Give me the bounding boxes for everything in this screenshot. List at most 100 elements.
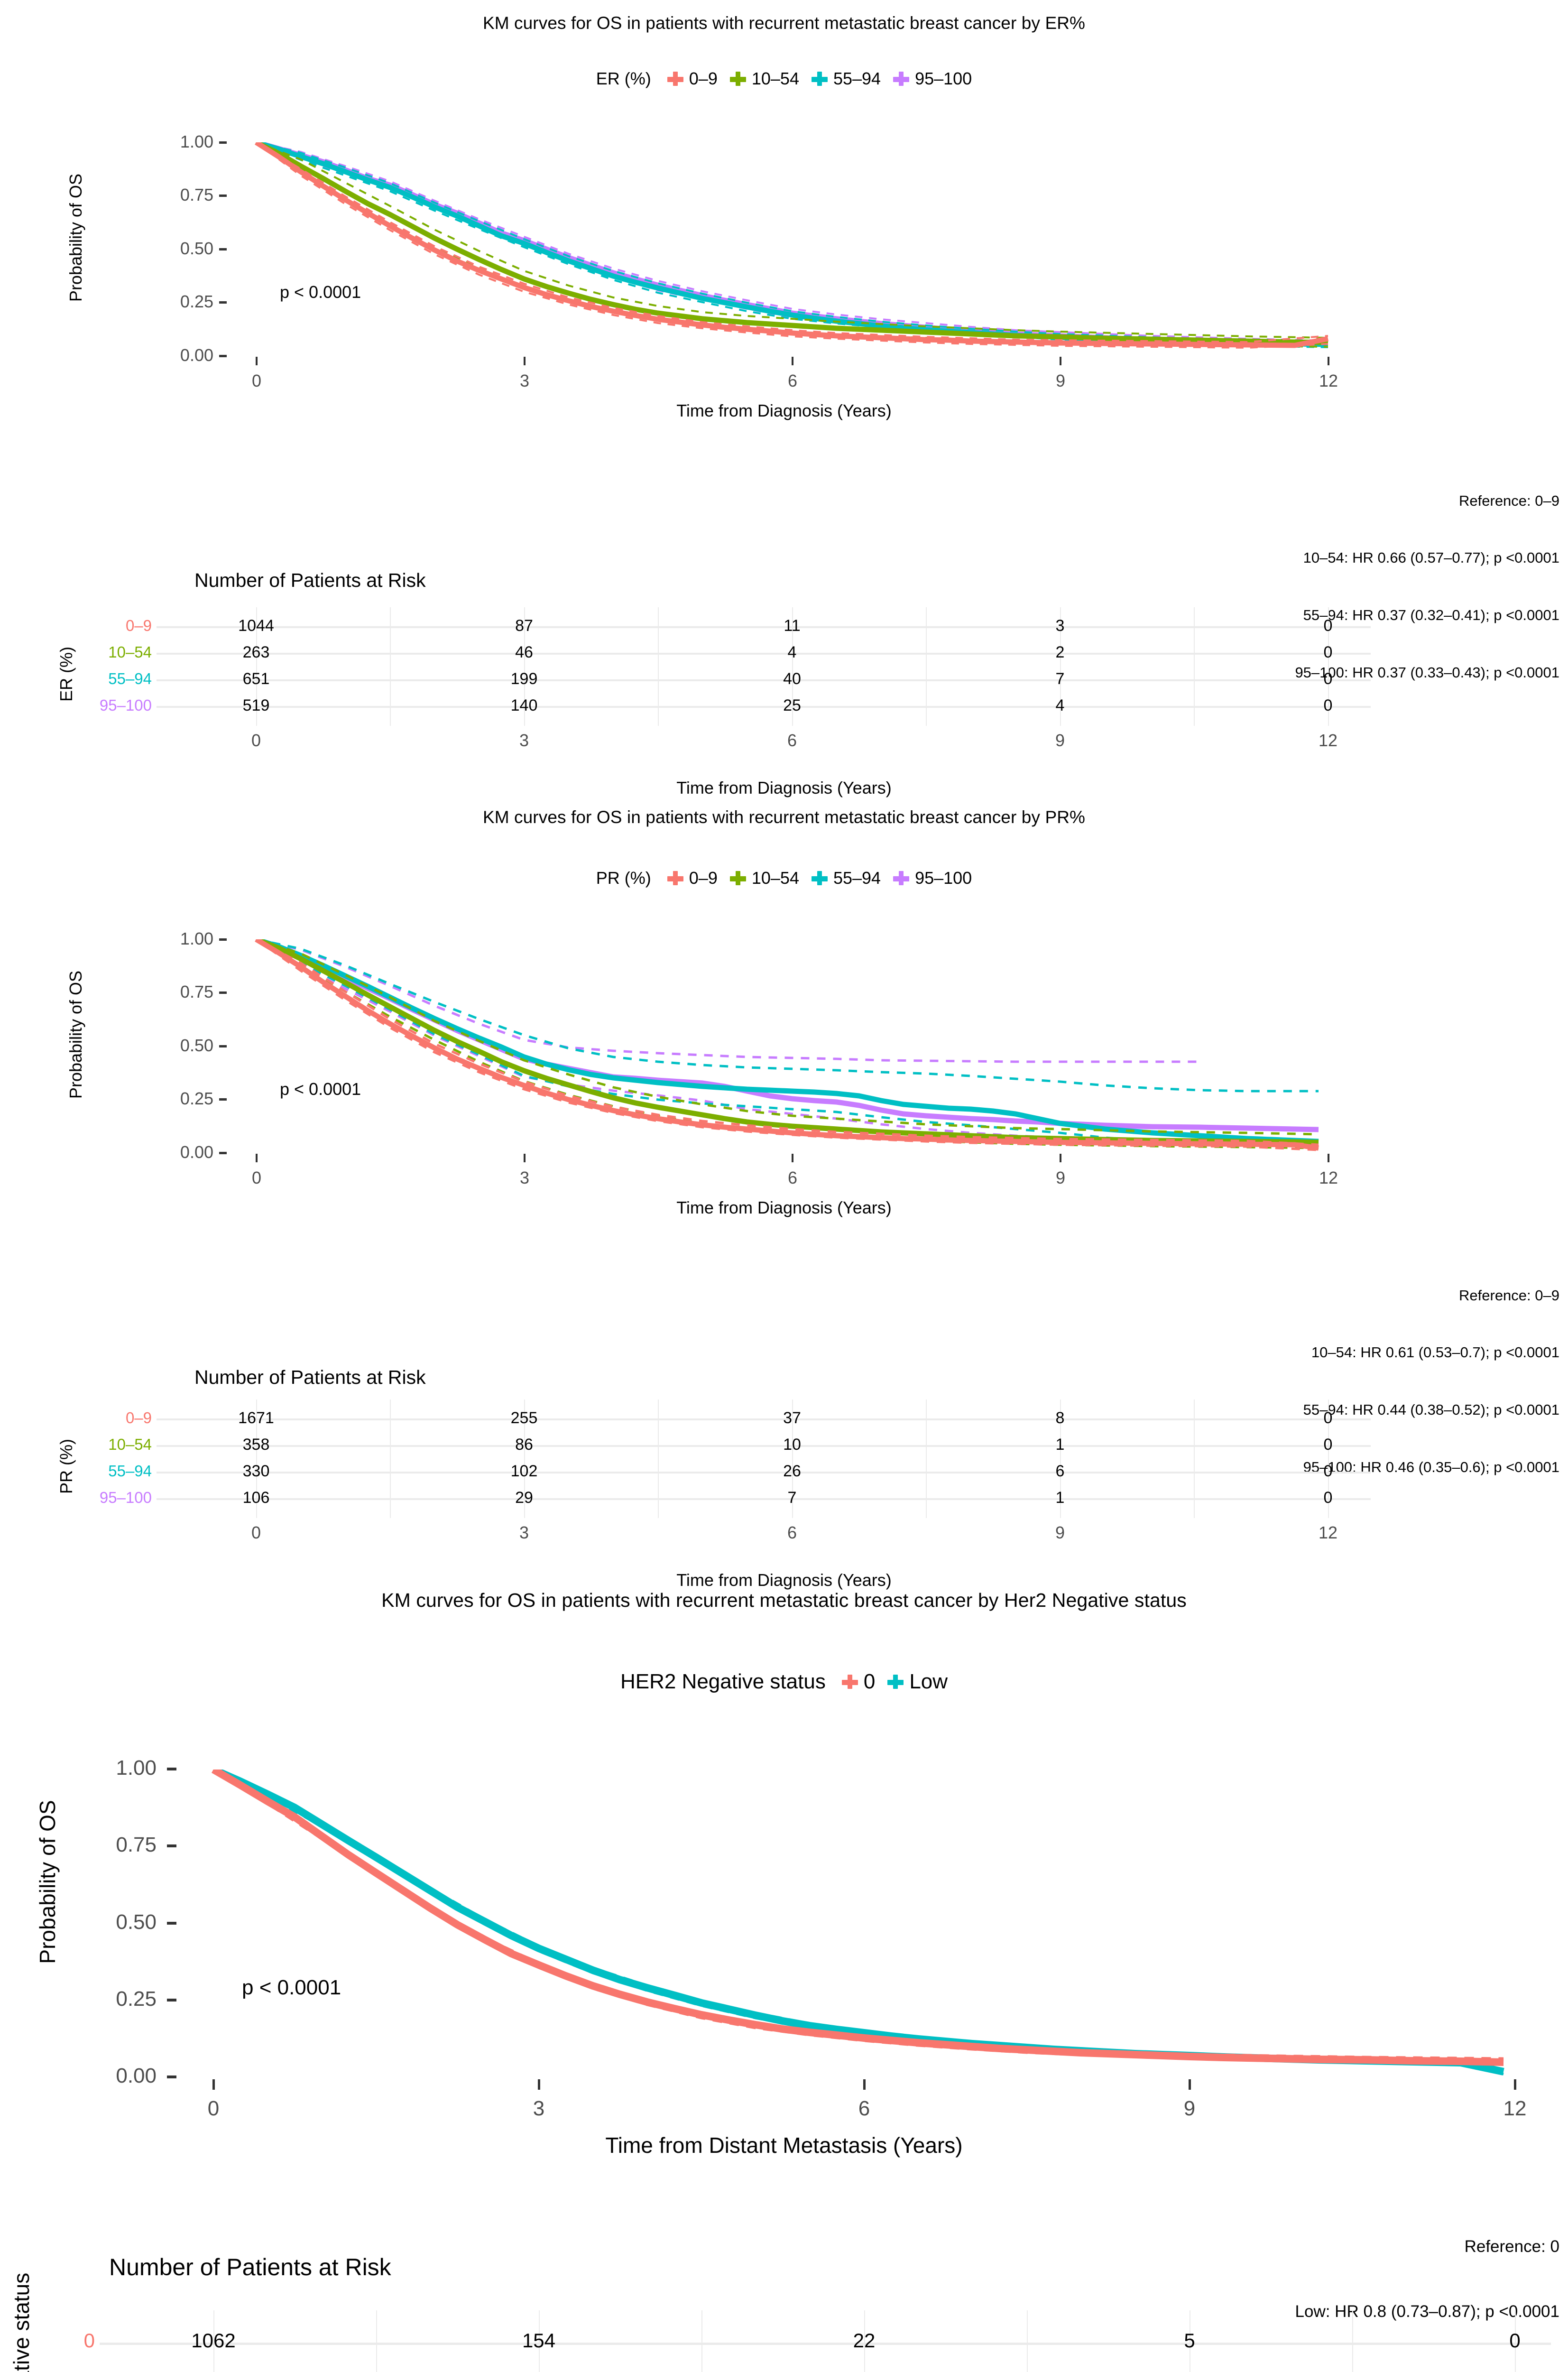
- y-tick: 0.25: [180, 292, 213, 311]
- risk-cell: 87: [515, 617, 533, 635]
- legend-item-pr-3[interactable]: 95–100: [893, 868, 972, 888]
- legend-label: 0–9: [689, 868, 718, 888]
- hr-reference: Reference: 0–9: [1459, 1287, 1559, 1304]
- legend-item-er-1[interactable]: 10–54: [729, 69, 799, 89]
- legend-item-pr-0[interactable]: 0–9: [667, 868, 718, 888]
- y-axis-label-her2: Probability of OS: [35, 1800, 60, 1964]
- row-band: [157, 1418, 1371, 1420]
- legend-label: 0–9: [689, 69, 718, 88]
- risk-cell: 1671: [238, 1409, 274, 1427]
- y-tick: 1.00: [180, 929, 213, 948]
- y-tick: 0.75: [180, 982, 213, 1001]
- gridline: [256, 1399, 257, 1518]
- risk-row-label: 10–54: [108, 643, 152, 661]
- risk-cell: 0: [1323, 1436, 1333, 1454]
- risk-cell: 11: [784, 617, 801, 635]
- legend-item-er-3[interactable]: 95–100: [893, 69, 972, 89]
- legend-cross-icon: [893, 871, 910, 885]
- risk-cell: 7: [787, 1489, 797, 1507]
- legend-label: 95–100: [915, 868, 972, 888]
- gridline: [658, 1399, 659, 1518]
- legend-cross-icon: [887, 1675, 904, 1689]
- gridline: [1194, 607, 1195, 726]
- legend-item-pr-2[interactable]: 55–94: [811, 868, 881, 888]
- legend-cross-icon: [811, 871, 828, 885]
- risk-cell: 154: [522, 2329, 556, 2352]
- legend-item-er-0[interactable]: 0–9: [667, 69, 718, 89]
- axis-tick: [167, 1999, 176, 2001]
- gridline: [1328, 1399, 1329, 1518]
- gridline: [390, 1399, 391, 1518]
- x-tick: 12: [1319, 1168, 1338, 1187]
- risk-cell: 46: [515, 643, 533, 661]
- axis-tick: [524, 357, 526, 365]
- gridline: [256, 607, 257, 726]
- legend-cross-icon: [667, 72, 683, 86]
- gridline: [864, 2310, 865, 2372]
- axis-tick: [167, 2076, 176, 2078]
- axis-tick: [1328, 1154, 1329, 1162]
- x-tick: 9: [1055, 1168, 1066, 1187]
- risk-x-tick: 3: [519, 731, 529, 750]
- y-tick: 0.75: [180, 185, 213, 204]
- axis-tick: [538, 2079, 540, 2090]
- risk-cell: 1: [1055, 1436, 1065, 1454]
- risk-x-tick: 12: [1318, 1523, 1338, 1542]
- axis-tick: [1060, 357, 1061, 365]
- risk-row-label: 0–9: [125, 1409, 152, 1427]
- legend-title-her2: HER2 Negative status: [620, 1670, 826, 1693]
- plot-area-pr: p < 0.0001: [228, 936, 1347, 1153]
- risk-cell: 1044: [238, 617, 274, 635]
- hr-stats-pr: Reference: 0–9 10–54: HR 0.61 (0.53–0.7)…: [1303, 1248, 1559, 1515]
- legend-item-her2-1[interactable]: Low: [887, 1670, 948, 1694]
- panel-pr-title: KM curves for OS in patients with recurr…: [482, 807, 1086, 827]
- p-value-er: p < 0.0001: [280, 282, 361, 302]
- legend-label: 55–94: [833, 69, 881, 88]
- legend-item-er-2[interactable]: 55–94: [811, 69, 881, 89]
- axis-tick: [1060, 1154, 1061, 1162]
- axis-tick: [863, 2079, 866, 2090]
- legend-cross-icon: [729, 72, 746, 86]
- gridline: [539, 2310, 540, 2372]
- axis-tick: [219, 1152, 227, 1154]
- x-tick: 3: [519, 371, 530, 390]
- legend-cross-icon: [729, 871, 746, 885]
- legend-cross-icon: [841, 1675, 858, 1689]
- p-value-pr: p < 0.0001: [280, 1079, 361, 1099]
- risk-x-tick: 6: [787, 1523, 797, 1542]
- risk-x-label-pr: Time from Diagnosis (Years): [676, 1570, 892, 1590]
- risk-cell: 2: [1055, 643, 1065, 661]
- row-band: [100, 2343, 1551, 2345]
- panel-er: KM curves for OS in patients with recurr…: [0, 0, 1568, 797]
- y-tick: 0.50: [180, 239, 213, 258]
- y-tick: 0.00: [180, 345, 213, 365]
- risk-cell: 106: [242, 1489, 270, 1507]
- risk-table-title-pr: Number of Patients at Risk: [194, 1366, 426, 1388]
- gridline: [376, 2310, 377, 2372]
- row-band: [157, 1445, 1371, 1447]
- risk-cell: 0: [1323, 617, 1333, 635]
- risk-x-label-er: Time from Diagnosis (Years): [676, 778, 892, 797]
- axis-tick: [1328, 357, 1329, 365]
- x-tick: 6: [787, 1168, 798, 1187]
- risk-row-label: 0: [83, 2329, 95, 2352]
- legend-cross-icon: [811, 72, 828, 86]
- risk-cell: 199: [510, 670, 538, 688]
- x-axis-label-her2: Time from Distant Metastasis (Years): [605, 2133, 963, 2158]
- hr-reference: Reference: 0–9: [1459, 492, 1559, 509]
- risk-cell: 263: [242, 643, 270, 661]
- axis-tick: [219, 301, 227, 304]
- risk-cell: 0: [1323, 1462, 1333, 1480]
- axis-tick: [1189, 2079, 1191, 2090]
- km-curves-her2: [211, 1766, 1504, 2076]
- panel-pr: KM curves for OS in patients with recurr…: [0, 802, 1568, 1590]
- legend-item-her2-0[interactable]: 0: [841, 1670, 875, 1694]
- hr-line: 10–54: HR 0.61 (0.53–0.7); p <0.0001: [1311, 1344, 1559, 1361]
- legend-label: 10–54: [751, 69, 799, 88]
- panel-her2-title: KM curves for OS in patients with recurr…: [381, 1589, 1187, 1611]
- legend-item-pr-1[interactable]: 10–54: [729, 868, 799, 888]
- axis-tick: [219, 355, 227, 357]
- risk-row-label: 95–100: [99, 1489, 152, 1506]
- gridline: [792, 1399, 793, 1518]
- hr-stats-her2: Reference: 0 Low: HR 0.8 (0.73–0.87); p …: [1295, 2193, 1559, 2365]
